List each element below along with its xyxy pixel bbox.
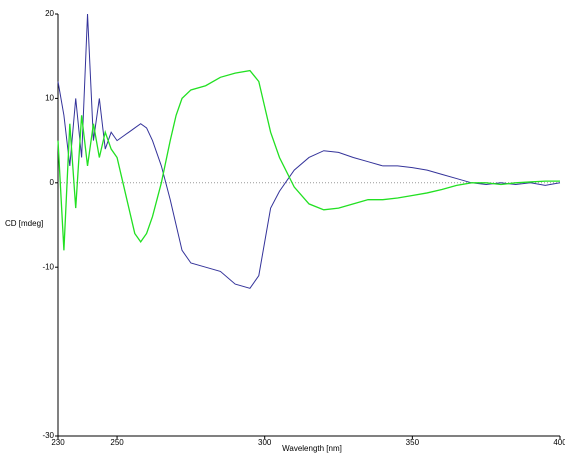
x-tick-label: 400 xyxy=(553,438,565,447)
y-tick-label: 20 xyxy=(45,9,54,18)
series-line xyxy=(57,13,561,289)
y-tick-label: -30 xyxy=(42,431,54,440)
y-tick-label: -10 xyxy=(42,262,54,271)
x-tick-label: 350 xyxy=(406,438,420,447)
y-axis-label: CD [mdeg] xyxy=(5,219,43,228)
y-tick-label: 0 xyxy=(50,178,55,187)
x-axis-label: Wavelength [nm] xyxy=(282,444,342,453)
x-tick-label: 300 xyxy=(258,438,272,447)
series-line xyxy=(57,69,560,251)
y-tick-label: 10 xyxy=(45,94,54,103)
x-tick-label: 230 xyxy=(51,438,65,447)
x-tick-label: 250 xyxy=(110,438,124,447)
